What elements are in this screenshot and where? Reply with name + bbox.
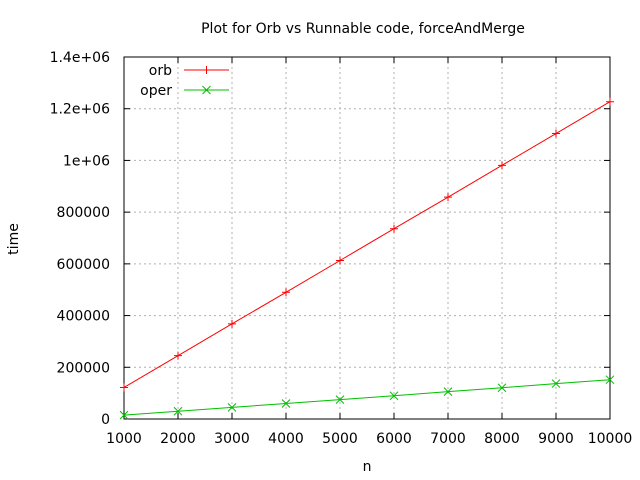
series-line-orb — [123, 101, 611, 388]
data-point-marker — [605, 375, 615, 385]
data-point-marker — [174, 351, 182, 360]
y-tick-label: 0 — [101, 412, 110, 428]
data-point-marker — [281, 399, 291, 408]
x-axis-label: n — [363, 459, 372, 475]
data-point-marker — [335, 395, 345, 404]
legend-label: oper — [140, 83, 172, 99]
series-line-oper — [123, 379, 611, 416]
series-orb — [120, 97, 614, 392]
y-tick-label: 400000 — [57, 309, 110, 325]
series — [119, 97, 615, 420]
data-point-marker — [227, 403, 237, 412]
x-tick-label: 6000 — [376, 431, 412, 447]
data-point-marker — [552, 129, 560, 138]
data-point-marker — [444, 193, 452, 202]
y-tick-label: 800000 — [57, 205, 110, 221]
x-tick-label: 10000 — [588, 431, 633, 447]
x-tick-label: 9000 — [538, 431, 574, 447]
data-point-marker — [551, 379, 561, 388]
x-tick-label: 4000 — [268, 431, 304, 447]
data-point-marker — [389, 391, 399, 401]
data-point-marker — [202, 85, 211, 95]
data-point-marker — [173, 406, 183, 416]
y-tick-label: 1.4e+06 — [50, 50, 111, 66]
series-oper — [119, 375, 615, 420]
data-point-marker — [606, 97, 614, 106]
legend: orb oper — [140, 63, 229, 99]
data-point-marker — [228, 319, 236, 328]
y-tick-label: 600000 — [57, 257, 110, 273]
x-tick-label: 7000 — [430, 431, 466, 447]
data-point-marker — [282, 288, 290, 297]
plot-frame — [123, 56, 611, 420]
data-point-marker — [498, 161, 506, 170]
data-point-marker — [390, 224, 398, 233]
y-axis-label: time — [6, 223, 22, 255]
data-point-marker — [202, 66, 211, 74]
data-point-marker — [119, 410, 129, 420]
x-tick-label: 5000 — [322, 431, 358, 447]
y-tick-label: 1e+06 — [63, 153, 110, 169]
x-tick-label: 8000 — [484, 431, 520, 447]
chart-title: Plot for Orb vs Runnable code, forceAndM… — [201, 21, 525, 37]
y-tick-label: 1.2e+06 — [50, 102, 111, 118]
axis-ticks: 1000 2000 3000 4000 5000 6000 7000 8000 9000 1000… — [50, 50, 633, 447]
y-tick-label: 200000 — [57, 360, 110, 376]
x-tick-label: 1000 — [106, 431, 142, 447]
data-point-marker — [336, 256, 344, 265]
x-tick-label: 3000 — [214, 431, 250, 447]
data-point-marker — [120, 383, 128, 392]
grid — [124, 57, 610, 419]
legend-label: orb — [149, 63, 172, 79]
data-point-marker — [497, 383, 507, 393]
data-point-marker — [443, 387, 453, 396]
x-tick-label: 2000 — [160, 431, 196, 447]
